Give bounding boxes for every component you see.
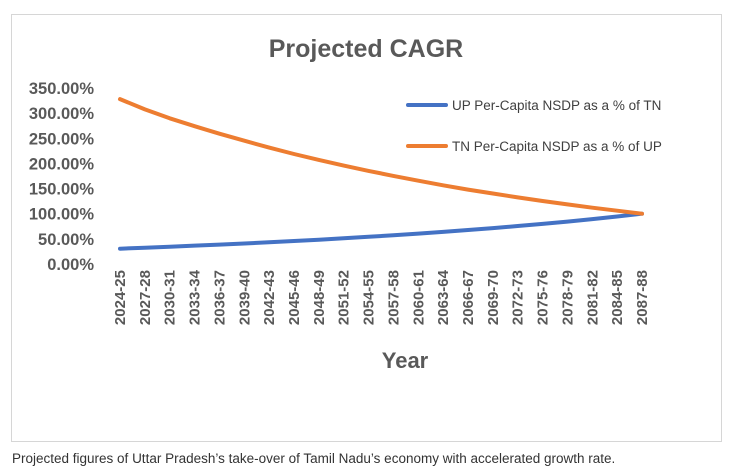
y-tick-label: 0.00%	[47, 256, 94, 274]
x-tick-label: 2072-73	[510, 270, 527, 325]
x-tick-label: 2024-25	[112, 270, 129, 325]
x-tick-label: 2069-70	[485, 270, 502, 325]
x-tick-label: 2078-79	[559, 270, 576, 325]
y-tick-label: 100.00%	[29, 206, 94, 224]
x-axis-ticks: 2024-25 2027-28 2030-31 2033-34 2036-37 2039-…	[112, 269, 651, 325]
x-tick-label: 2030-31	[162, 270, 179, 325]
x-tick-label: 2039-40	[236, 270, 253, 325]
y-tick-label: 50.00%	[38, 231, 94, 249]
y-tick-label: 200.00%	[29, 155, 94, 173]
y-tick-label: 300.00%	[29, 105, 94, 123]
series-lines	[118, 97, 644, 251]
y-axis-ticks: 0.00% 50.00% 100.00% 150.00% 200.00% 250.00% 3…	[29, 80, 94, 274]
series-line-tn	[118, 97, 644, 216]
x-tick-label: 2084-85	[609, 270, 626, 325]
x-tick-label: 2033-34	[187, 269, 204, 325]
y-tick-label: 350.00%	[29, 80, 94, 98]
y-tick-label: 250.00%	[29, 130, 94, 148]
x-tick-label: 2045-46	[286, 270, 303, 325]
x-tick-label: 2048-49	[311, 270, 328, 325]
x-axis-label: Year	[382, 348, 429, 373]
y-tick-label: 150.00%	[29, 181, 94, 199]
x-tick-label: 2036-37	[211, 270, 228, 325]
x-tick-label: 2054-55	[361, 270, 378, 325]
x-tick-label: 2075-76	[535, 270, 552, 325]
x-tick-label: 2063-64	[435, 269, 452, 325]
figure-caption: Projected figures of Uttar Pradesh’s tak…	[12, 451, 616, 466]
series-line-up	[118, 211, 644, 251]
chart-title: Projected CAGR	[269, 35, 463, 63]
legend-label: TN Per-Capita NSDP as a % of UP	[452, 139, 662, 154]
chart-frame	[11, 14, 722, 442]
x-tick-label: 2087-88	[634, 270, 651, 325]
x-tick-label: 2051-52	[336, 270, 353, 325]
legend-label: UP Per-Capita NSDP as a % of TN	[452, 98, 661, 113]
x-tick-label: 2027-28	[137, 270, 154, 325]
legend: UP Per-Capita NSDP as a % of TN TN Per-Ca…	[406, 98, 662, 154]
x-tick-label: 2057-58	[385, 270, 402, 325]
x-tick-label: 2042-43	[261, 270, 278, 325]
x-tick-label: 2060-61	[410, 270, 427, 325]
x-tick-label: 2081-82	[584, 270, 601, 325]
x-tick-label: 2066-67	[460, 270, 477, 325]
